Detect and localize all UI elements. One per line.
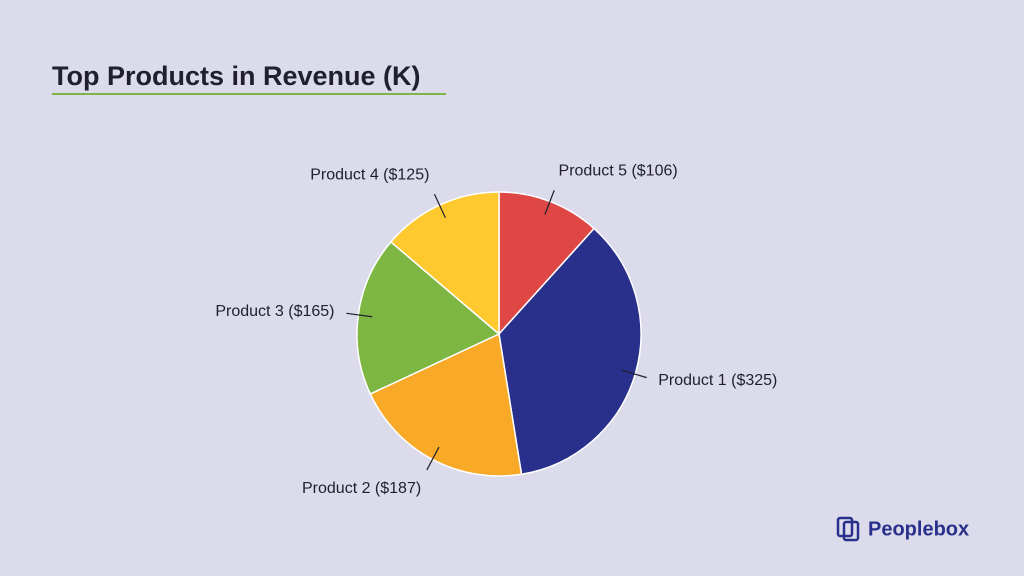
brand-name: Peoplebox [868,518,969,540]
brand-logo [836,516,860,542]
leader-line [433,193,446,219]
slice-label: Product 4 ($125) [310,167,429,184]
chart-title: Top Products in Revenue (K) [52,61,421,91]
leader-line [621,369,647,379]
slice-label: Product 1 ($325) [658,372,777,389]
leader-line [544,190,555,215]
leader-line [346,312,373,318]
slice-label: Product 5 ($106) [559,162,678,179]
leader-line [426,446,440,471]
slice-label: Product 2 ($187) [302,480,421,497]
slice-label: Product 3 ($165) [215,303,334,320]
